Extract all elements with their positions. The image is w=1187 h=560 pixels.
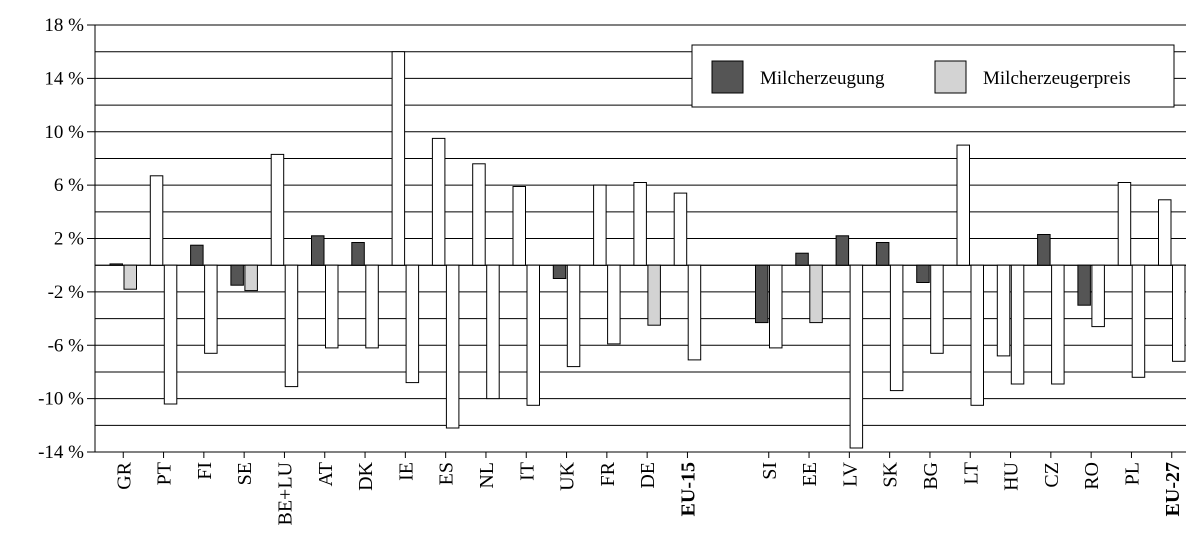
bar-milcherzeugerpreis-dk [365,264,379,349]
bar-milcherzeugung-fr [593,184,607,266]
bar-milcherzeugerpreis-pt [163,264,178,405]
bar-milcherzeugerpreis-lt [970,264,984,406]
bar-milcherzeugung-dk [351,242,365,266]
bars [109,51,1186,449]
bar-milcherzeugung-eu-15 [673,192,688,266]
category-label: EE [799,462,821,486]
y-tick-label: 18 % [44,15,84,36]
bar-milcherzeugerpreis-lv [849,264,864,449]
bar-milcherzeugerpreis-de [647,264,661,326]
category-label: GR [113,461,135,489]
bar-milcherzeugerpreis-fr [607,264,621,345]
bar-milcherzeugerpreis-at [325,264,339,349]
bar-milcherzeugung-se [230,264,244,286]
bar-milcherzeugerpreis-es [445,264,460,429]
y-tick-label: 6 % [54,175,84,196]
category-label: IT [516,462,538,481]
bar-milcherzeugung-de [633,182,647,266]
category-label: FR [597,461,619,486]
bar-milcherzeugung-si [755,264,769,324]
legend-label: Milcherzeugerpreis [983,68,1131,89]
category-label: PT [154,462,176,485]
bar-milcherzeugung-it [512,186,526,266]
bar-milcherzeugung-eu-27 [1158,199,1172,266]
y-tick-label: -2 % [48,282,85,303]
bar-milcherzeugung-uk [552,264,567,280]
bar-milcherzeugerpreis-si [769,264,783,349]
bar-milcherzeugung-bg [916,264,930,284]
category-label: DK [355,461,377,490]
y-tick-label: -14 % [38,442,84,463]
category-label: BE+LU [274,461,296,525]
category-label: PL [1121,462,1143,485]
category-label: RO [1081,462,1103,490]
bar-milcherzeugerpreis-hu [1010,264,1025,385]
bar-milcherzeugung-lv [835,235,850,266]
bar-milcherzeugerpreis-eu-27 [1172,264,1186,362]
bar-milcherzeugerpreis-cz [1051,264,1065,385]
category-label: SI [759,462,781,480]
bar-milcherzeugung-lt [956,144,970,266]
category-label: FI [194,462,216,480]
legend-label: Milcherzeugung [760,68,885,89]
bar-milcherzeugung-be-lu [270,153,285,266]
bar-milcherzeugung-cz [1037,234,1051,266]
bar-milcherzeugung-gr [109,263,123,266]
bar-milcherzeugung-fi [190,244,204,266]
x-axis: GR PT FI SE BE+LU AT DK IE ES NL IT UK FR DE EU-15 SI EE… [95,451,1186,526]
category-label: EU-27 [1162,462,1184,516]
bar-milcherzeugerpreis-se [244,264,258,292]
y-axis: 18 % 14 % 10 % 6 % 2 % -2 % -6 % -10 % -14 % [38,15,96,463]
bar-milcherzeugung-hu [996,264,1011,357]
bar-milcherzeugung-ie [391,51,406,266]
bar-milcherzeugung-es [431,137,446,266]
bar-milcherzeugerpreis-bg [930,264,944,354]
legend-swatch [711,60,744,94]
legend-box [691,44,1175,108]
bar-milcherzeugerpreis-it [526,264,540,406]
y-tick-label: 10 % [44,122,84,143]
category-label: SE [234,462,256,485]
category-label: UK [557,461,579,490]
category-label: AT [315,462,337,486]
bar-milcherzeugerpreis-gr [123,264,137,290]
bar-milcherzeugung-sk [875,242,890,266]
legend: Milcherzeugung Milcherzeugerpreis [691,44,1175,108]
bar-milcherzeugerpreis-sk [889,264,904,392]
bar-milcherzeugerpreis-ro [1091,264,1105,328]
legend-swatch [934,60,967,94]
category-label: DE [637,462,659,489]
category-label: EU-15 [677,462,699,516]
bar-milcherzeugerpreis-eu-15 [687,264,702,361]
bar-milcherzeugung-nl [472,163,486,266]
y-tick-label: -6 % [48,335,85,356]
bar-milcherzeugung-ro [1077,264,1091,306]
category-label: IE [395,462,417,481]
bar-milcherzeugerpreis-pl [1131,264,1146,378]
y-tick-label: -10 % [38,389,84,410]
category-label: CZ [1041,462,1063,488]
bar-milcherzeugerpreis-nl [486,264,500,400]
bar-milcherzeugung-ee [795,252,809,266]
y-tick-label: 2 % [54,229,84,250]
category-label: LT [960,462,982,485]
category-label: NL [476,462,498,489]
bar-milcherzeugerpreis-ie [405,264,420,384]
bar-milcherzeugerpreis-be-lu [284,264,299,388]
bar-milcherzeugung-at [311,235,325,266]
category-label: SK [880,461,902,487]
bar-milcherzeugerpreis-fi [204,264,218,354]
y-tick-label: 14 % [44,68,84,89]
bar-milcherzeugerpreis-uk [566,264,581,368]
category-label: HU [1001,461,1023,490]
bar-milcherzeugung-pt [149,175,164,266]
category-label: BG [920,462,942,490]
category-label: LV [839,461,861,486]
category-label: ES [436,462,458,485]
bar-milcherzeugerpreis-ee [809,264,823,324]
bar-milcherzeugung-pl [1117,182,1132,266]
